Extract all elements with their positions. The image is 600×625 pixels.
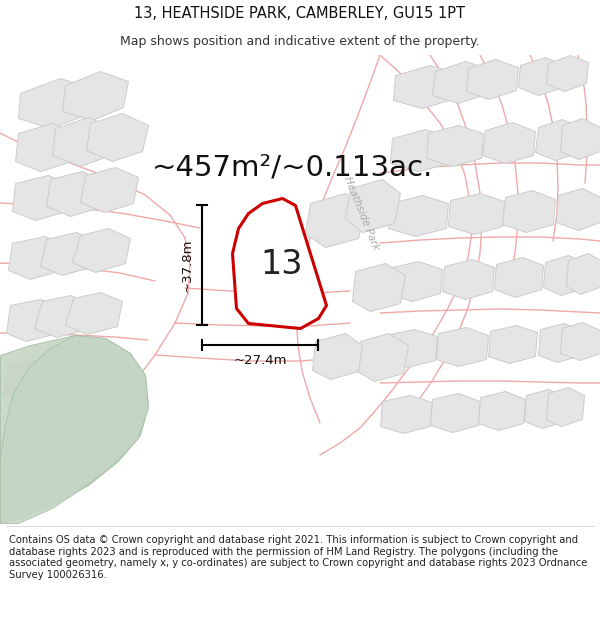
Text: Heathside Park: Heathside Park bbox=[343, 174, 382, 251]
Text: Contains OS data © Crown copyright and database right 2021. This information is : Contains OS data © Crown copyright and d… bbox=[9, 535, 587, 580]
Text: Map shows position and indicative extent of the property.: Map shows position and indicative extent… bbox=[120, 35, 480, 48]
Text: 13, HEATHSIDE PARK, CAMBERLEY, GU15 1PT: 13, HEATHSIDE PARK, CAMBERLEY, GU15 1PT bbox=[134, 6, 466, 21]
Text: 13: 13 bbox=[261, 249, 303, 281]
Text: ~37.8m: ~37.8m bbox=[181, 238, 193, 292]
Text: ~457m²/~0.113ac.: ~457m²/~0.113ac. bbox=[152, 154, 433, 182]
Text: ~27.4m: ~27.4m bbox=[233, 354, 287, 367]
